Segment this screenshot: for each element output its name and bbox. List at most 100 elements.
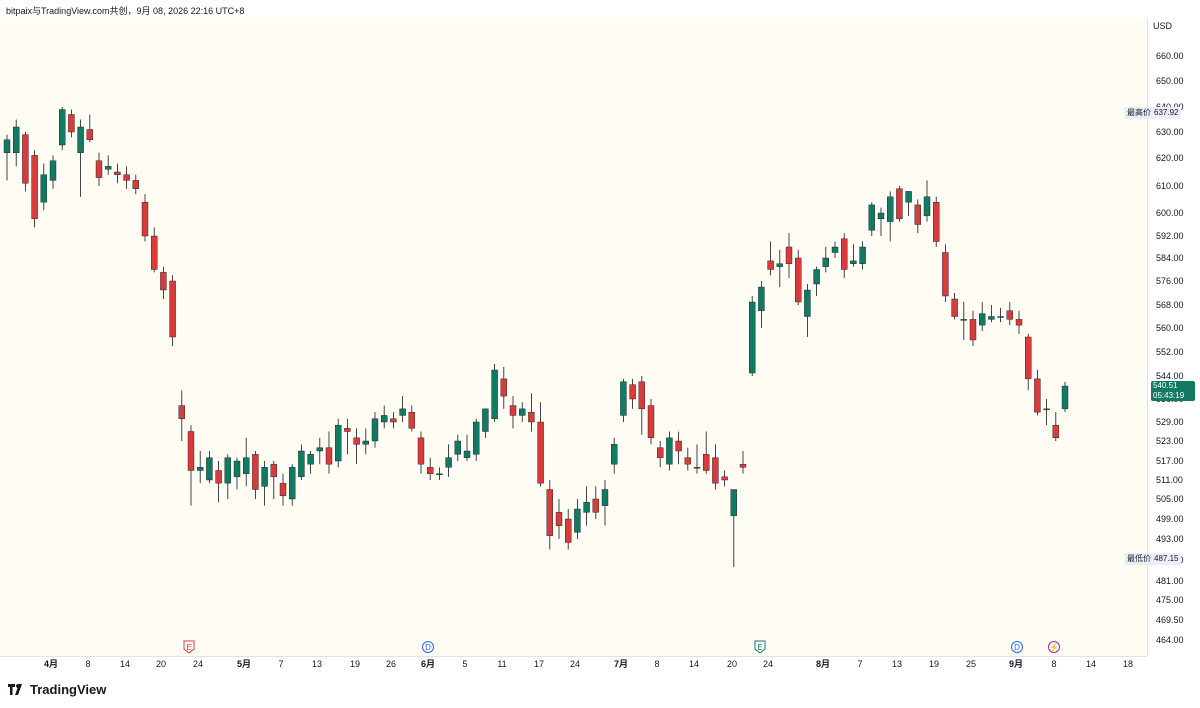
candle[interactable] xyxy=(454,434,461,461)
candle[interactable] xyxy=(40,163,47,211)
candle[interactable] xyxy=(859,241,866,270)
candle[interactable] xyxy=(933,196,940,247)
candle[interactable] xyxy=(289,464,296,506)
event-marker-earnings-down[interactable]: E xyxy=(183,640,195,654)
candle[interactable] xyxy=(555,499,563,539)
candle[interactable] xyxy=(86,114,94,143)
candle[interactable] xyxy=(795,249,802,305)
currency-label[interactable]: USD xyxy=(1153,21,1173,31)
candle[interactable] xyxy=(666,431,673,471)
candle[interactable] xyxy=(95,152,103,186)
candle[interactable] xyxy=(730,489,737,568)
candle[interactable] xyxy=(307,451,314,474)
event-marker-earnings-up[interactable]: E xyxy=(754,640,766,654)
candle[interactable] xyxy=(647,399,655,445)
candle[interactable] xyxy=(896,186,903,222)
price-axis[interactable] xyxy=(1147,18,1200,656)
candle[interactable] xyxy=(22,132,29,192)
candle[interactable] xyxy=(997,307,1004,323)
candle[interactable] xyxy=(215,461,222,503)
candle[interactable] xyxy=(68,109,75,138)
candle[interactable] xyxy=(473,418,480,461)
candle[interactable] xyxy=(601,480,609,526)
candle[interactable] xyxy=(1015,310,1023,334)
candle[interactable] xyxy=(436,467,443,480)
brand-footer[interactable]: TradingView xyxy=(8,682,106,697)
candle[interactable] xyxy=(417,431,425,474)
candle[interactable] xyxy=(123,166,130,189)
candle[interactable] xyxy=(482,408,489,438)
candle[interactable] xyxy=(463,434,471,461)
candle[interactable] xyxy=(169,275,176,346)
candle[interactable] xyxy=(969,310,977,346)
candle[interactable] xyxy=(150,227,158,273)
candle[interactable] xyxy=(712,444,719,490)
candle[interactable] xyxy=(270,461,277,499)
candle[interactable] xyxy=(657,441,664,468)
candle[interactable] xyxy=(1061,381,1069,413)
candle[interactable] xyxy=(592,486,599,519)
candle[interactable] xyxy=(785,233,793,279)
candle[interactable] xyxy=(31,150,38,228)
candle[interactable] xyxy=(767,241,774,276)
candle[interactable] xyxy=(638,376,645,435)
candle[interactable] xyxy=(703,431,710,474)
candle[interactable] xyxy=(813,266,820,296)
candle[interactable] xyxy=(629,378,636,409)
candle[interactable] xyxy=(399,396,406,422)
event-marker-dividend[interactable]: D xyxy=(1011,641,1023,653)
candle[interactable] xyxy=(611,437,618,474)
candle[interactable] xyxy=(49,155,57,189)
candle[interactable] xyxy=(316,437,323,465)
time-axis[interactable] xyxy=(0,656,1147,675)
candle[interactable] xyxy=(519,402,526,422)
candle[interactable] xyxy=(1043,399,1050,426)
candle[interactable] xyxy=(565,509,572,550)
candle[interactable] xyxy=(335,418,342,468)
candle[interactable] xyxy=(749,296,756,376)
candle[interactable] xyxy=(509,396,517,429)
candle[interactable] xyxy=(942,244,949,302)
candle[interactable] xyxy=(242,437,250,487)
candle[interactable] xyxy=(868,202,875,236)
candle[interactable] xyxy=(951,293,958,320)
candle[interactable] xyxy=(822,247,829,273)
candle[interactable] xyxy=(344,418,351,455)
candle[interactable] xyxy=(684,447,691,471)
candle[interactable] xyxy=(675,431,682,465)
candle[interactable] xyxy=(546,480,553,550)
candle[interactable] xyxy=(325,431,333,474)
candle[interactable] xyxy=(233,457,241,490)
candle[interactable] xyxy=(537,402,544,487)
candle[interactable] xyxy=(693,444,701,474)
candle[interactable] xyxy=(500,367,507,409)
candle[interactable] xyxy=(298,444,305,480)
candle[interactable] xyxy=(104,155,112,175)
candle[interactable] xyxy=(988,305,995,323)
candle[interactable] xyxy=(831,241,839,259)
candle[interactable] xyxy=(408,405,415,432)
candle[interactable] xyxy=(1034,370,1041,416)
candle[interactable] xyxy=(353,428,360,465)
candle[interactable] xyxy=(427,457,434,480)
candle[interactable] xyxy=(905,191,912,216)
candle[interactable] xyxy=(390,412,397,429)
event-marker-dividend[interactable]: D xyxy=(422,641,434,653)
candle[interactable] xyxy=(224,454,232,499)
candle[interactable] xyxy=(887,191,894,242)
candle[interactable] xyxy=(252,451,259,499)
candle[interactable] xyxy=(196,451,204,484)
candle[interactable] xyxy=(206,451,213,484)
candle[interactable] xyxy=(776,249,783,287)
candle[interactable] xyxy=(574,499,581,539)
candle[interactable] xyxy=(1052,412,1060,441)
candle[interactable] xyxy=(841,233,848,279)
candle[interactable] xyxy=(279,473,287,506)
candle[interactable] xyxy=(804,284,811,337)
candle[interactable] xyxy=(877,207,885,236)
candle[interactable] xyxy=(850,244,857,267)
candle[interactable] xyxy=(739,451,747,474)
candle[interactable] xyxy=(12,119,20,167)
candle[interactable] xyxy=(362,428,369,455)
candle[interactable] xyxy=(77,119,84,197)
